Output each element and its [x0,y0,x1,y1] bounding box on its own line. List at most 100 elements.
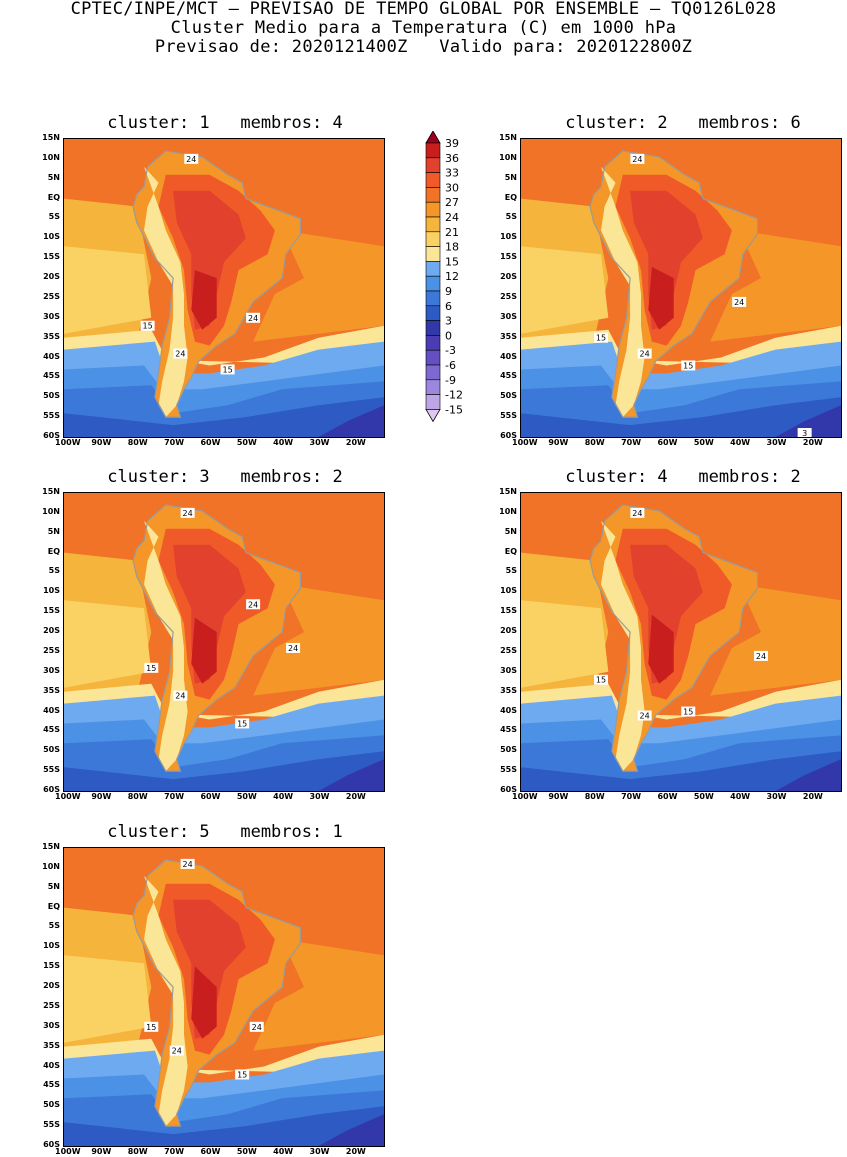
panel-title-1: cluster: 1 membros: 4 [107,113,343,133]
lat-tick-label: EQ [47,546,60,556]
svg-text:24: 24 [756,652,766,661]
lat-tick-label: 5S [48,212,60,222]
svg-text:24: 24 [183,860,193,869]
panel-title-4: cluster: 4 membros: 2 [565,467,801,487]
colorbar-box [425,216,441,233]
map-svg: 24 15 24 24 15 3 [521,139,841,437]
lat-tick-label: 55S [500,411,517,421]
lon-tick-label: 60W [657,438,678,447]
central-america [82,139,148,167]
colorbar-label: 33 [445,167,459,180]
central-america [82,848,148,876]
lon-tick-label: 100W [512,438,538,447]
coastline [589,150,758,418]
lat-tick-label: 25S [43,1000,60,1010]
colorbar-box [425,349,441,366]
colorbar-label: -9 [445,374,456,387]
andes-cool [601,166,645,418]
lat-tick-label: 35S [500,331,517,341]
lat-tick-label: 40S [43,705,60,715]
lat-tick-label: 10S [500,586,517,596]
colorbar-box [425,261,441,277]
lat-tick-label: 10N [42,152,60,162]
colorbar-box [425,275,441,292]
svg-text:24: 24 [248,314,258,323]
lat-tick-label: 15N [42,487,60,496]
contour-label: 24 [732,296,747,307]
lon-tick-label: 20W [802,792,823,801]
lon-tick-label: 50W [236,792,257,801]
contour-label: 24 [246,312,261,323]
map-panel-5: 24 15 24 24 15 [63,847,385,1147]
lat-tick-label: EQ [504,192,517,202]
contour-label: 24 [754,650,768,661]
lat-tick-label: 25S [500,291,517,301]
band-0 [318,759,384,791]
colorbar-box [425,157,441,173]
lon-tick-label: 40W [730,438,751,447]
band-0 [318,1114,384,1146]
lat-tick-label: 5S [48,921,60,931]
colorbar-label: 21 [445,226,459,239]
lat-tick-label: 10N [42,506,60,516]
lat-tick-label: 25S [43,291,60,301]
lat-tick-label: 45S [43,725,60,735]
colorbar-label: 12 [445,270,459,283]
band-24-atlantic [253,939,384,1051]
lat-tick-label: 10S [43,586,60,596]
contour-label: 15 [594,332,608,343]
contour-label: 15 [220,364,235,375]
lon-tick-label: 40W [730,792,751,801]
header-line-1: CPTEC/INPE/MCT – PREVISAO DE TEMPO GLOBA… [70,0,777,19]
contour-label: 15 [681,706,696,717]
hot-core-36 [191,270,217,330]
band-0 [775,759,841,791]
contour-label: 24 [286,642,301,653]
lon-tick-label: 40W [273,438,294,447]
svg-text:24: 24 [632,155,642,164]
coastline [132,859,301,1127]
contour-label: 24 [630,153,645,164]
band-24-atlantic [253,584,384,696]
colorbar-label: 0 [445,329,452,342]
colorbar-box [425,142,441,159]
lat-tick-label: EQ [47,192,60,202]
lat-tick-label: 60S [43,1140,60,1149]
map-panel-2: 24 15 24 24 15 3 [520,138,842,438]
svg-text:24: 24 [172,1047,182,1056]
lat-tick-label: 60S [500,431,517,440]
lon-tick-label: 100W [55,1147,81,1156]
band-24-atlantic [710,584,841,696]
contour-label: 15 [140,320,155,331]
lon-tick-label: 60W [200,438,221,447]
contour-label: 24 [637,348,652,359]
lat-tick-label: 45S [500,371,517,381]
lon-tick-label: 30W [766,438,787,447]
colorbar-label: -3 [445,344,456,357]
lat-tick-label: 20S [500,272,517,282]
lat-tick-label: 15S [43,252,60,262]
colorbar-label: -6 [445,359,456,372]
svg-text:3: 3 [802,429,807,437]
colorbar-label: 15 [445,255,459,268]
lon-tick-label: 100W [55,792,81,801]
lat-tick-label: 35S [43,331,60,341]
lon-tick-label: 40W [273,792,294,801]
lat-tick-label: 60S [43,785,60,794]
colorbar-box [425,320,441,336]
lon-tick-label: 20W [345,792,366,801]
lat-tick-label: 40S [500,705,517,715]
colorbar-box [425,290,441,307]
lon-tick-label: 60W [200,1147,221,1156]
lon-tick-label: 40W [273,1147,294,1156]
lon-tick-label: 20W [345,1147,366,1156]
lat-tick-label: 10S [43,941,60,951]
colorbar-box [425,172,441,188]
colorbar-box [425,335,441,351]
lat-tick-label: 40S [43,351,60,361]
colorbar-box [425,394,441,410]
colorbar-box [425,364,441,381]
colorbar-label: 18 [445,241,459,254]
lat-tick-label: 5N [47,881,60,891]
svg-text:15: 15 [143,322,153,331]
